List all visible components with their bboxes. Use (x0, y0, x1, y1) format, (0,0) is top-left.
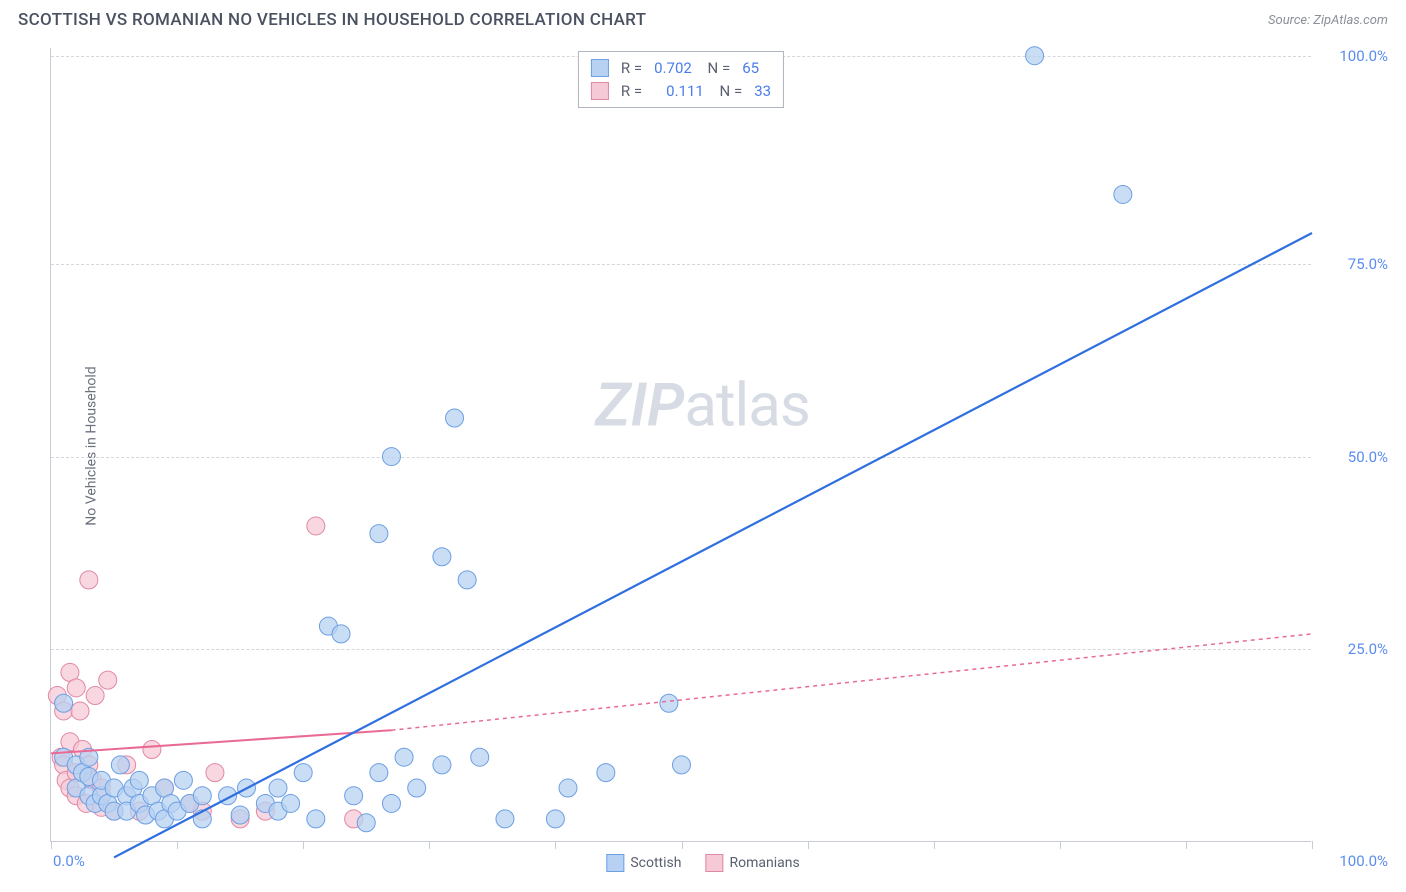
data-point (433, 756, 451, 774)
x-axis-max-label: 100.0% (1339, 852, 1388, 870)
data-point (370, 525, 388, 543)
x-tick-mark (555, 841, 556, 849)
scatter-svg (51, 48, 1311, 841)
data-point (382, 794, 400, 812)
correlation-legend: R = 0.702 N = 65 R = 0.111 N = 33 (578, 51, 784, 108)
trend-line-romanians-ext (391, 634, 1312, 730)
data-point (433, 548, 451, 566)
data-point (357, 814, 375, 832)
x-tick-mark (51, 841, 52, 849)
trend-line-scottish (114, 233, 1312, 857)
data-point (332, 625, 350, 643)
data-point (546, 810, 564, 828)
data-point (86, 687, 104, 705)
y-tick-label: 25.0% (1348, 640, 1388, 658)
legend-swatch (606, 854, 624, 872)
y-tick-label: 100.0% (1339, 47, 1388, 65)
x-axis-min-label: 0.0% (53, 852, 85, 870)
data-point (231, 806, 249, 824)
data-point (1114, 185, 1132, 203)
data-point (395, 748, 413, 766)
chart-plot-area: ZIPatlas R = 0.702 N = 65 R = 0.111 N = … (50, 48, 1311, 842)
y-tick-label: 75.0% (1348, 255, 1388, 273)
legend-item: Romanians (705, 854, 799, 872)
data-point (673, 756, 691, 774)
data-point (55, 694, 73, 712)
x-tick-mark (934, 841, 935, 849)
x-tick-mark (429, 841, 430, 849)
legend-row-scottish: R = 0.702 N = 65 (591, 57, 771, 80)
x-tick-mark (1060, 841, 1061, 849)
data-point (282, 794, 300, 812)
legend-r-value-scottish: 0.702 (654, 57, 692, 80)
legend-r-label: R = (621, 57, 642, 80)
data-point (269, 779, 287, 797)
data-point (408, 779, 426, 797)
data-point (294, 764, 312, 782)
data-point (206, 764, 224, 782)
data-point (67, 679, 85, 697)
legend-n-label: N = (716, 80, 742, 103)
legend-label: Romanians (729, 855, 799, 871)
data-point (80, 571, 98, 589)
x-tick-mark (808, 841, 809, 849)
data-point (458, 571, 476, 589)
legend-n-value-romanians: 33 (754, 80, 771, 103)
x-tick-mark (303, 841, 304, 849)
data-point (660, 694, 678, 712)
data-point (1026, 47, 1044, 65)
legend-label: Scottish (630, 855, 681, 871)
legend-swatch-scottish (591, 59, 609, 77)
x-tick-mark (1312, 841, 1313, 849)
data-point (143, 740, 161, 758)
series-legend: Scottish Romanians (606, 854, 799, 872)
data-point (174, 771, 192, 789)
data-point (496, 810, 514, 828)
data-point (559, 779, 577, 797)
legend-swatch (705, 854, 723, 872)
legend-n-value-scottish: 65 (742, 57, 759, 80)
data-point (597, 764, 615, 782)
x-tick-mark (177, 841, 178, 849)
legend-row-romanians: R = 0.111 N = 33 (591, 80, 771, 103)
data-point (382, 448, 400, 466)
x-tick-mark (682, 841, 683, 849)
data-point (370, 764, 388, 782)
data-point (130, 771, 148, 789)
data-point (471, 748, 489, 766)
source-attribution: Source: ZipAtlas.com (1268, 13, 1388, 28)
data-point (307, 517, 325, 535)
data-point (99, 671, 117, 689)
data-point (193, 787, 211, 805)
data-point (446, 409, 464, 427)
y-tick-label: 50.0% (1348, 448, 1388, 466)
legend-r-value-romanians: 0.111 (666, 80, 704, 103)
legend-r-label: R = (621, 80, 642, 103)
data-point (345, 787, 363, 805)
trend-line-romanians (51, 730, 391, 753)
legend-n-label: N = (704, 57, 730, 80)
data-point (307, 810, 325, 828)
legend-item: Scottish (606, 854, 681, 872)
x-tick-mark (1186, 841, 1187, 849)
legend-swatch-romanians (591, 82, 609, 100)
chart-title: SCOTTISH VS ROMANIAN NO VEHICLES IN HOUS… (18, 10, 646, 30)
data-point (111, 756, 129, 774)
data-point (71, 702, 89, 720)
